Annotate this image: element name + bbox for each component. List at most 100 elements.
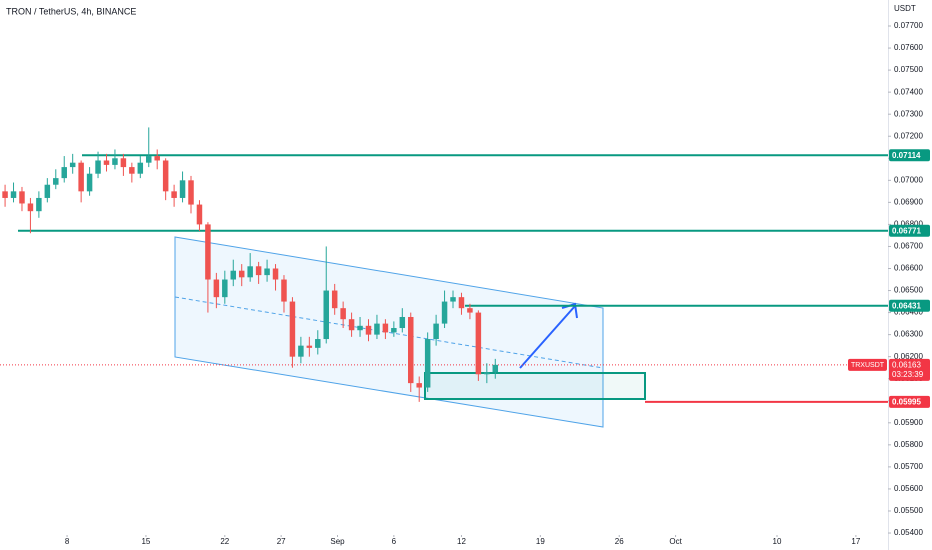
candle-body xyxy=(120,158,127,168)
candle-body xyxy=(374,323,380,335)
candle-body xyxy=(484,372,490,375)
x-tick-label: 27 xyxy=(277,537,286,546)
candle-body xyxy=(255,266,262,276)
candle-body xyxy=(137,162,144,174)
candle-body xyxy=(86,173,93,192)
candle-body xyxy=(61,167,67,179)
y-tick-label: 0.05900 xyxy=(894,418,923,427)
candle-body xyxy=(441,301,448,324)
current-price-label: 0.06163 xyxy=(892,360,921,369)
x-tick-label: 17 xyxy=(851,537,860,546)
candle-body xyxy=(146,156,152,163)
y-tick-label: 0.06900 xyxy=(894,197,923,206)
level-label: 0.05995 xyxy=(892,397,921,406)
y-tick-label: 0.05700 xyxy=(894,462,923,471)
candle-body xyxy=(213,279,220,298)
candle-body xyxy=(272,268,279,280)
candle-body xyxy=(154,156,160,161)
candle-body xyxy=(289,301,296,357)
y-tick-label: 0.07200 xyxy=(894,131,923,140)
candle-body xyxy=(348,319,355,331)
candle-body xyxy=(238,270,245,278)
level-label-box xyxy=(889,299,930,312)
candle-body xyxy=(230,270,237,280)
candle-body xyxy=(188,180,194,205)
x-tick-label: 6 xyxy=(392,537,397,546)
y-tick-label: 0.06200 xyxy=(894,352,923,361)
candle-body xyxy=(357,325,363,331)
candle-body xyxy=(10,191,17,198)
symbol-tag-box xyxy=(848,358,887,371)
candle-body xyxy=(162,160,169,192)
level-label-box xyxy=(889,149,930,162)
y-tick-label: 0.05400 xyxy=(894,528,923,537)
y-tick-label: 0.06600 xyxy=(894,264,923,273)
candle-body xyxy=(458,297,465,309)
x-tick-label: 15 xyxy=(141,537,150,546)
level-label: 0.06771 xyxy=(892,226,921,235)
candle-body xyxy=(171,191,177,198)
level-label-box xyxy=(889,224,930,237)
y-tick-label: 0.07400 xyxy=(894,87,923,96)
candle-body xyxy=(298,345,304,357)
candle-body xyxy=(416,383,422,388)
y-tick-label: 0.06300 xyxy=(894,330,923,339)
candle-body xyxy=(53,178,59,185)
candle-body xyxy=(424,339,431,388)
y-tick-label: 0.07300 xyxy=(894,109,923,118)
y-tick-label: 0.06400 xyxy=(894,308,923,317)
candle-body xyxy=(306,345,313,348)
candle-body xyxy=(408,316,414,384)
y-tick-label: 0.05600 xyxy=(894,484,923,493)
candle-body xyxy=(196,204,203,225)
candle-body xyxy=(247,266,253,278)
candle-body xyxy=(264,268,270,276)
candle-body xyxy=(433,323,439,340)
candle-body xyxy=(205,224,211,280)
y-tick-label: 0.05500 xyxy=(894,506,923,515)
candle-body xyxy=(95,160,101,174)
y-tick-label: 0.07700 xyxy=(894,21,923,30)
candle-body xyxy=(340,308,346,320)
y-tick-label: 0.06500 xyxy=(894,286,923,295)
y-tick-label: 0.07600 xyxy=(894,43,923,52)
candle-body xyxy=(323,290,329,340)
x-tick-label: 12 xyxy=(457,537,466,546)
x-tick-label: 8 xyxy=(65,537,70,546)
candle-body xyxy=(315,339,321,348)
x-tick-label: Sep xyxy=(330,537,345,546)
candle-body xyxy=(36,197,42,212)
support-box xyxy=(424,372,646,400)
candle-body xyxy=(2,191,8,198)
axis-unit: USDT xyxy=(894,4,916,13)
candle-body xyxy=(399,316,406,329)
candle-body xyxy=(222,279,228,298)
x-tick-label: Oct xyxy=(669,537,682,546)
candle-body xyxy=(19,191,25,204)
candle-body xyxy=(179,180,186,198)
candle-body xyxy=(112,158,118,165)
y-tick-label: 0.06800 xyxy=(894,220,923,229)
channel-midline xyxy=(174,296,604,369)
candle-body xyxy=(331,290,338,309)
candle-body xyxy=(281,279,287,302)
candle-body xyxy=(69,162,76,168)
countdown-label: 03:23:39 xyxy=(892,370,924,379)
candle-body xyxy=(492,364,499,373)
x-tick-label: 19 xyxy=(536,537,545,546)
candle-body xyxy=(475,312,482,375)
x-tick-label: 22 xyxy=(220,537,229,546)
y-tick-label: 0.06700 xyxy=(894,242,923,251)
candle-body xyxy=(382,323,389,333)
candle-body xyxy=(78,162,84,192)
level-label: 0.06431 xyxy=(892,301,921,310)
symbol-tag: TRXUSDT xyxy=(851,362,885,369)
candle-body xyxy=(103,160,110,165)
candle-body xyxy=(27,203,34,212)
candle-body xyxy=(450,297,456,302)
x-tick-label: 26 xyxy=(615,537,624,546)
chart-title: TRON / TetherUS, 4h, BINANCE xyxy=(6,6,136,16)
candle-body xyxy=(365,325,372,335)
